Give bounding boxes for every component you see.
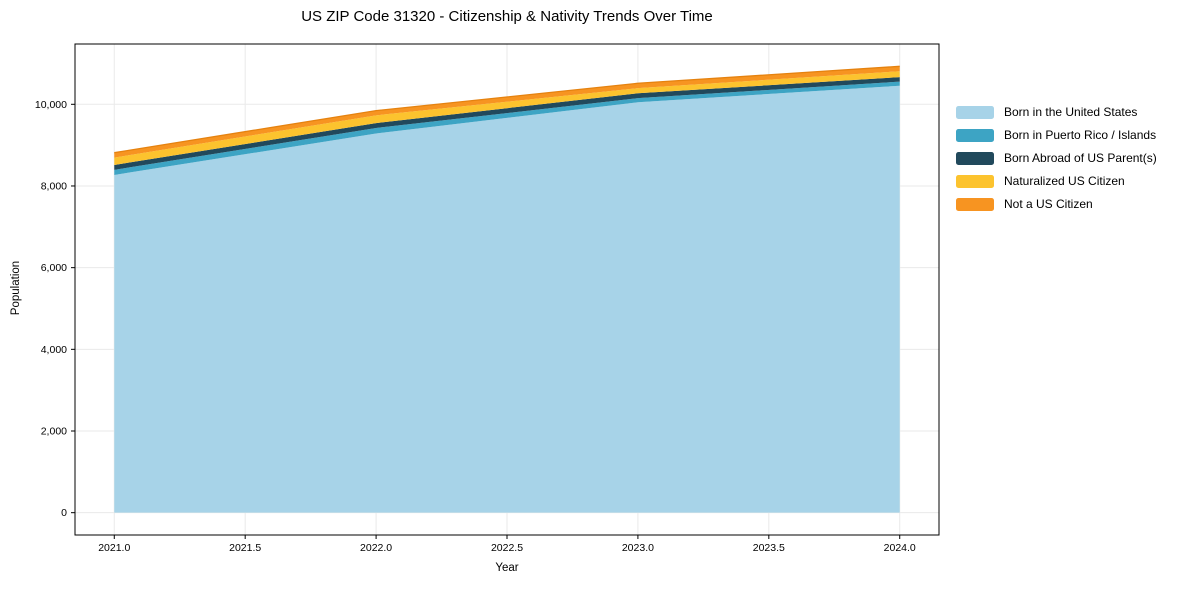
- legend-label: Born Abroad of US Parent(s): [1004, 151, 1157, 165]
- x-tick-label: 2022.0: [360, 542, 392, 554]
- y-tick-label: 8,000: [41, 180, 67, 192]
- area-series-0: [114, 85, 900, 513]
- chart-title: US ZIP Code 31320 - Citizenship & Nativi…: [301, 8, 713, 25]
- legend-label: Born in Puerto Rico / Islands: [1004, 128, 1157, 142]
- legend-label: Born in the United States: [1004, 105, 1138, 119]
- legend-swatch: [956, 152, 994, 165]
- legend-swatch: [956, 106, 994, 119]
- legend-item: Born in Puerto Rico / Islands: [956, 129, 1157, 142]
- legend-swatch: [956, 198, 994, 211]
- x-tick-label: 2021.5: [229, 542, 261, 554]
- legend-label: Naturalized US Citizen: [1004, 174, 1125, 188]
- x-tick-label: 2024.0: [884, 542, 916, 554]
- y-axis-label: Population: [10, 260, 22, 316]
- legend-swatch: [956, 129, 994, 142]
- legend-item: Naturalized US Citizen: [956, 175, 1157, 188]
- area-series-3: [114, 71, 900, 165]
- x-tick-label: 2022.5: [491, 542, 523, 554]
- y-tick-label: 6,000: [41, 262, 67, 274]
- legend-item: Not a US Citizen: [956, 198, 1157, 211]
- total-edge-line: [114, 65, 900, 154]
- legend: Born in the United States Born in Puerto …: [956, 106, 1157, 221]
- y-tick-label: 10,000: [35, 99, 67, 111]
- area-series-2: [114, 77, 900, 170]
- legend-swatch: [956, 175, 994, 188]
- legend-item: Born in the United States: [956, 106, 1157, 119]
- y-tick-label: 4,000: [41, 344, 67, 356]
- x-axis-label: Year: [495, 562, 519, 574]
- x-tick-label: 2023.5: [753, 542, 785, 554]
- legend-label: Not a US Citizen: [1004, 197, 1093, 211]
- y-tick-label: 0: [61, 507, 67, 519]
- area-series-4: [114, 66, 900, 158]
- x-tick-label: 2021.0: [98, 542, 130, 554]
- y-tick-label: 2,000: [41, 426, 67, 438]
- legend-item: Born Abroad of US Parent(s): [956, 152, 1157, 165]
- x-tick-label: 2023.0: [622, 542, 654, 554]
